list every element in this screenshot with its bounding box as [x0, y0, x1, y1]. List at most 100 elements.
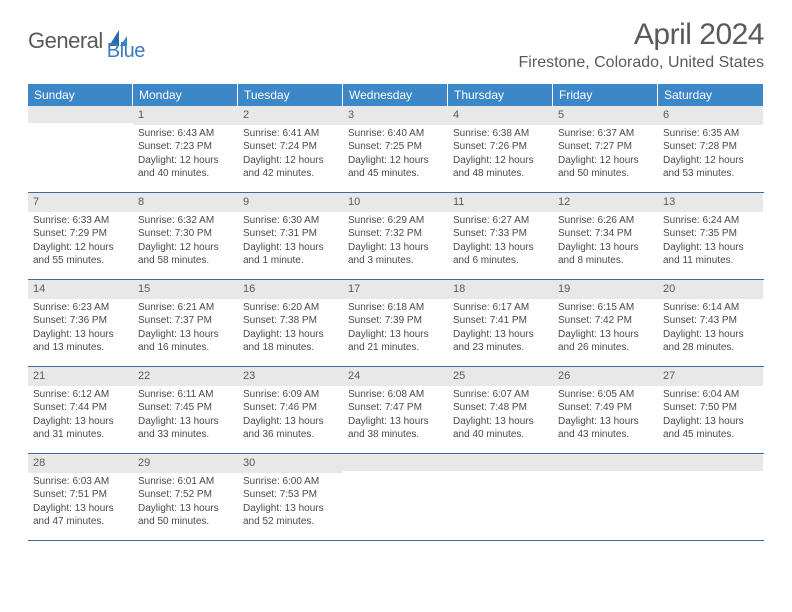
daylight2-text: and 45 minutes. [663, 428, 758, 442]
daylight2-text: and 52 minutes. [243, 515, 338, 529]
sunrise-text: Sunrise: 6:05 AM [558, 388, 653, 402]
calendar-day: 6Sunrise: 6:35 AMSunset: 7:28 PMDaylight… [658, 106, 763, 192]
sunrise-text: Sunrise: 6:03 AM [33, 475, 128, 489]
daylight1-text: Daylight: 13 hours [243, 415, 338, 429]
calendar-day [343, 454, 448, 540]
daylight2-text: and 3 minutes. [348, 254, 443, 268]
daylight2-text: and 38 minutes. [348, 428, 443, 442]
calendar-day: 27Sunrise: 6:04 AMSunset: 7:50 PMDayligh… [658, 367, 763, 453]
daylight1-text: Daylight: 13 hours [558, 328, 653, 342]
calendar-week: 14Sunrise: 6:23 AMSunset: 7:36 PMDayligh… [28, 280, 764, 367]
sunrise-text: Sunrise: 6:17 AM [453, 301, 548, 315]
calendar-day: 25Sunrise: 6:07 AMSunset: 7:48 PMDayligh… [448, 367, 553, 453]
calendar-grid: Sunday Monday Tuesday Wednesday Thursday… [28, 84, 764, 541]
daylight2-text: and 31 minutes. [33, 428, 128, 442]
day-number: 14 [28, 280, 133, 299]
sunset-text: Sunset: 7:41 PM [453, 314, 548, 328]
daylight2-text: and 50 minutes. [558, 167, 653, 181]
day-number: 28 [28, 454, 133, 473]
daylight1-text: Daylight: 12 hours [558, 154, 653, 168]
location-text: Firestone, Colorado, United States [519, 54, 764, 72]
sunrise-text: Sunrise: 6:15 AM [558, 301, 653, 315]
calendar-day: 9Sunrise: 6:30 AMSunset: 7:31 PMDaylight… [238, 193, 343, 279]
day-number: 9 [238, 193, 343, 212]
sunrise-text: Sunrise: 6:38 AM [453, 127, 548, 141]
sunset-text: Sunset: 7:38 PM [243, 314, 338, 328]
day-number [343, 454, 448, 471]
dow-thursday: Thursday [448, 84, 553, 106]
sunrise-text: Sunrise: 6:26 AM [558, 214, 653, 228]
sunrise-text: Sunrise: 6:23 AM [33, 301, 128, 315]
sunrise-text: Sunrise: 6:27 AM [453, 214, 548, 228]
dow-wednesday: Wednesday [343, 84, 448, 106]
sunset-text: Sunset: 7:53 PM [243, 488, 338, 502]
sunrise-text: Sunrise: 6:21 AM [138, 301, 233, 315]
day-number: 11 [448, 193, 553, 212]
sunrise-text: Sunrise: 6:37 AM [558, 127, 653, 141]
sunrise-text: Sunrise: 6:01 AM [138, 475, 233, 489]
dow-sunday: Sunday [28, 84, 133, 106]
calendar-week: 1Sunrise: 6:43 AMSunset: 7:23 PMDaylight… [28, 106, 764, 193]
day-number [448, 454, 553, 471]
day-number [658, 454, 763, 471]
daylight2-text: and 26 minutes. [558, 341, 653, 355]
day-number: 4 [448, 106, 553, 125]
calendar-week: 21Sunrise: 6:12 AMSunset: 7:44 PMDayligh… [28, 367, 764, 454]
calendar-day: 29Sunrise: 6:01 AMSunset: 7:52 PMDayligh… [133, 454, 238, 540]
sunrise-text: Sunrise: 6:07 AM [453, 388, 548, 402]
daylight1-text: Daylight: 12 hours [138, 154, 233, 168]
calendar-day: 30Sunrise: 6:00 AMSunset: 7:53 PMDayligh… [238, 454, 343, 540]
calendar-day: 21Sunrise: 6:12 AMSunset: 7:44 PMDayligh… [28, 367, 133, 453]
daylight2-text: and 23 minutes. [453, 341, 548, 355]
sunset-text: Sunset: 7:28 PM [663, 140, 758, 154]
daylight1-text: Daylight: 13 hours [138, 502, 233, 516]
day-number [28, 106, 133, 123]
calendar-day: 28 Sunrise: 6:03 AMSunset: 7:51 PMDayligh… [28, 454, 133, 540]
day-number: 25 [448, 367, 553, 386]
calendar-day: 4Sunrise: 6:38 AMSunset: 7:26 PMDaylight… [448, 106, 553, 192]
daylight2-text: and 21 minutes. [348, 341, 443, 355]
sunset-text: Sunset: 7:29 PM [33, 227, 128, 241]
day-number: 15 [133, 280, 238, 299]
sunset-text: Sunset: 7:34 PM [558, 227, 653, 241]
day-number: 5 [553, 106, 658, 125]
daylight2-text: and 33 minutes. [138, 428, 233, 442]
daylight1-text: Daylight: 13 hours [33, 415, 128, 429]
sunrise-text: Sunrise: 6:08 AM [348, 388, 443, 402]
calendar-day: 23Sunrise: 6:09 AMSunset: 7:46 PMDayligh… [238, 367, 343, 453]
daylight1-text: Daylight: 13 hours [33, 502, 128, 516]
daylight1-text: Daylight: 13 hours [453, 241, 548, 255]
sunrise-text: Sunrise: 6:04 AM [663, 388, 758, 402]
daylight1-text: Daylight: 13 hours [453, 328, 548, 342]
sunrise-text: Sunrise: 6:30 AM [243, 214, 338, 228]
day-number: 7 [28, 193, 133, 212]
calendar-day: 24Sunrise: 6:08 AMSunset: 7:47 PMDayligh… [343, 367, 448, 453]
daylight1-text: Daylight: 13 hours [663, 241, 758, 255]
sunrise-text: Sunrise: 6:35 AM [663, 127, 758, 141]
month-year: April 2024 [519, 18, 764, 52]
calendar-day: 20Sunrise: 6:14 AMSunset: 7:43 PMDayligh… [658, 280, 763, 366]
daylight2-text: and 40 minutes. [453, 428, 548, 442]
sunset-text: Sunset: 7:49 PM [558, 401, 653, 415]
calendar-day [553, 454, 658, 540]
daylight1-text: Daylight: 13 hours [243, 502, 338, 516]
calendar-day: 10Sunrise: 6:29 AMSunset: 7:32 PMDayligh… [343, 193, 448, 279]
sunset-text: Sunset: 7:50 PM [663, 401, 758, 415]
sunrise-text: Sunrise: 6:43 AM [138, 127, 233, 141]
daylight1-text: Daylight: 13 hours [558, 415, 653, 429]
day-number: 18 [448, 280, 553, 299]
day-number: 21 [28, 367, 133, 386]
day-number: 3 [343, 106, 448, 125]
sunset-text: Sunset: 7:32 PM [348, 227, 443, 241]
sunset-text: Sunset: 7:51 PM [33, 488, 128, 502]
daylight2-text: and 53 minutes. [663, 167, 758, 181]
day-number: 24 [343, 367, 448, 386]
daylight2-text: and 8 minutes. [558, 254, 653, 268]
daylight1-text: Daylight: 13 hours [243, 241, 338, 255]
daylight2-text: and 58 minutes. [138, 254, 233, 268]
sunrise-text: Sunrise: 6:24 AM [663, 214, 758, 228]
daylight1-text: Daylight: 13 hours [348, 241, 443, 255]
calendar-day: 11Sunrise: 6:27 AMSunset: 7:33 PMDayligh… [448, 193, 553, 279]
day-number: 16 [238, 280, 343, 299]
calendar-day: 1Sunrise: 6:43 AMSunset: 7:23 PMDaylight… [133, 106, 238, 192]
